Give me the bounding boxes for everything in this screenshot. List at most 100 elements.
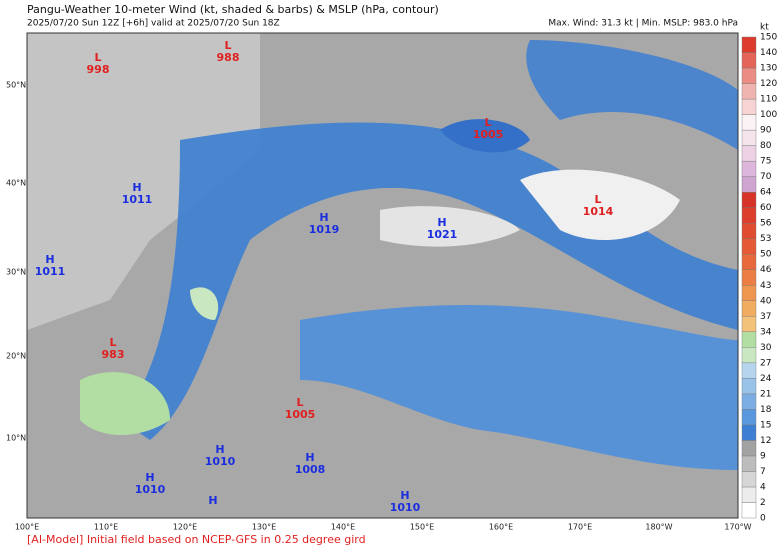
colorbar-bin — [741, 378, 757, 395]
lon-label: 160°E — [489, 523, 513, 532]
map-frame — [26, 32, 739, 519]
colorbar-label: 100 — [760, 110, 777, 120]
colorbar-bin — [741, 52, 757, 69]
colorbar-bin — [741, 486, 757, 503]
colorbar-label: 34 — [760, 327, 772, 337]
wind-band — [300, 305, 738, 470]
colorbar-label: 80 — [760, 141, 772, 151]
lon-label: 180°W — [645, 523, 672, 532]
wind-band — [526, 40, 738, 150]
lon-label: 110°E — [94, 523, 118, 532]
colorbar-bin — [741, 393, 757, 410]
colorbar-bin — [741, 254, 757, 270]
colorbar-label: 21 — [760, 389, 771, 399]
stats: Max. Wind: 31.3 kt | Min. MSLP: 983.0 hP… — [548, 19, 738, 29]
colorbar-label: 60 — [760, 203, 772, 213]
colorbar-bin — [741, 114, 757, 131]
colorbar-bin — [741, 471, 757, 488]
colorbar-bin — [741, 160, 757, 177]
colorbar-label: 110 — [760, 95, 777, 105]
colorbar-bin — [741, 502, 757, 519]
colorbar-label: 37 — [760, 312, 771, 322]
colorbar-label: 9 — [760, 451, 766, 461]
center-letter: H — [400, 489, 409, 502]
colorbar-label: 75 — [760, 157, 771, 167]
colorbar: 0247912151821242730343740434650535660647… — [741, 23, 777, 524]
center-pressure: 1021 — [427, 228, 458, 241]
colorbar-label: 120 — [760, 79, 777, 89]
colorbar-label: 18 — [760, 405, 772, 415]
lat-label: 50°N — [6, 81, 26, 90]
colorbar-label: 12 — [760, 436, 771, 446]
center-pressure: 1019 — [309, 223, 340, 236]
colorbar-label: 50 — [760, 250, 772, 260]
subtitle: 2025/07/20 Sun 12Z [+6h] valid at 2025/0… — [27, 19, 280, 29]
colorbar-bin — [741, 362, 757, 379]
colorbar-label: 4 — [760, 482, 766, 492]
center-pressure: 1011 — [122, 193, 153, 206]
colorbar-bin — [741, 238, 757, 255]
lat-label: 20°N — [6, 352, 26, 361]
colorbar-label: 27 — [760, 358, 771, 368]
colorbar-label: 46 — [760, 265, 772, 275]
colorbar-label: 43 — [760, 281, 771, 291]
colorbar-bin — [741, 269, 757, 286]
colorbar-label: 70 — [760, 172, 772, 182]
center-pressure: 983 — [102, 348, 125, 361]
colorbar-label: 53 — [760, 234, 771, 244]
footer: [AI-Model] Initial field based on NCEP-G… — [27, 533, 366, 546]
center-letter: H — [437, 216, 446, 229]
center-letter: L — [224, 39, 231, 52]
colorbar-label: 2 — [760, 498, 766, 508]
wind-band — [440, 119, 530, 153]
colorbar-bin — [741, 222, 757, 239]
colorbar-label: 24 — [760, 374, 772, 384]
center-pressure: 1008 — [295, 463, 326, 476]
colorbar-bin — [741, 145, 757, 162]
colorbar-bin — [741, 285, 757, 301]
colorbar-label: 30 — [760, 343, 772, 353]
lon-label: 170°E — [568, 523, 592, 532]
center-pressure: 1010 — [205, 455, 236, 468]
colorbar-bin — [741, 207, 757, 224]
colorbar-label: 130 — [760, 64, 777, 74]
map: L998L988L1005L1014H1011H1019H1021H1011L9… — [6, 32, 752, 532]
center-letter: H — [215, 443, 224, 456]
lon-label: 130°E — [252, 523, 276, 532]
colorbar-bin — [741, 316, 757, 333]
colorbar-bin — [741, 300, 757, 317]
colorbar-bin — [741, 83, 757, 100]
center-letter: H — [45, 253, 54, 266]
colorbar-bin — [741, 331, 757, 348]
colorbar-label: 150 — [760, 33, 777, 43]
center-pressure: 1005 — [285, 408, 316, 421]
colorbar-label: 40 — [760, 296, 772, 306]
center-pressure: 998 — [87, 63, 110, 76]
colorbar-bin — [741, 98, 757, 115]
colorbar-bin — [741, 440, 757, 457]
colorbar-label: 15 — [760, 420, 771, 430]
center-pressure: 1011 — [35, 265, 66, 278]
lon-label: 170°W — [724, 523, 751, 532]
center-letter: L — [484, 116, 491, 129]
center-pressure: 1014 — [583, 205, 614, 218]
colorbar-bin — [741, 347, 757, 364]
colorbar-bin — [741, 176, 757, 193]
center-letter: H — [132, 181, 141, 194]
colorbar-bin — [741, 129, 757, 146]
lon-label: 140°E — [331, 523, 355, 532]
colorbar-label: 90 — [760, 126, 772, 136]
lat-label: 10°N — [6, 434, 26, 443]
lat-label: 30°N — [6, 268, 26, 277]
center-pressure: 1005 — [473, 128, 504, 141]
colorbar-bin — [741, 455, 757, 472]
center-letter: H — [319, 211, 328, 224]
center-letter: L — [109, 336, 116, 349]
lon-label: 150°E — [410, 523, 434, 532]
colorbar-bin — [741, 409, 757, 426]
center-letter: L — [296, 396, 303, 409]
center-pressure: 1010 — [390, 501, 421, 514]
strong-wind-area — [80, 372, 170, 435]
strong-wind-area — [190, 287, 219, 320]
